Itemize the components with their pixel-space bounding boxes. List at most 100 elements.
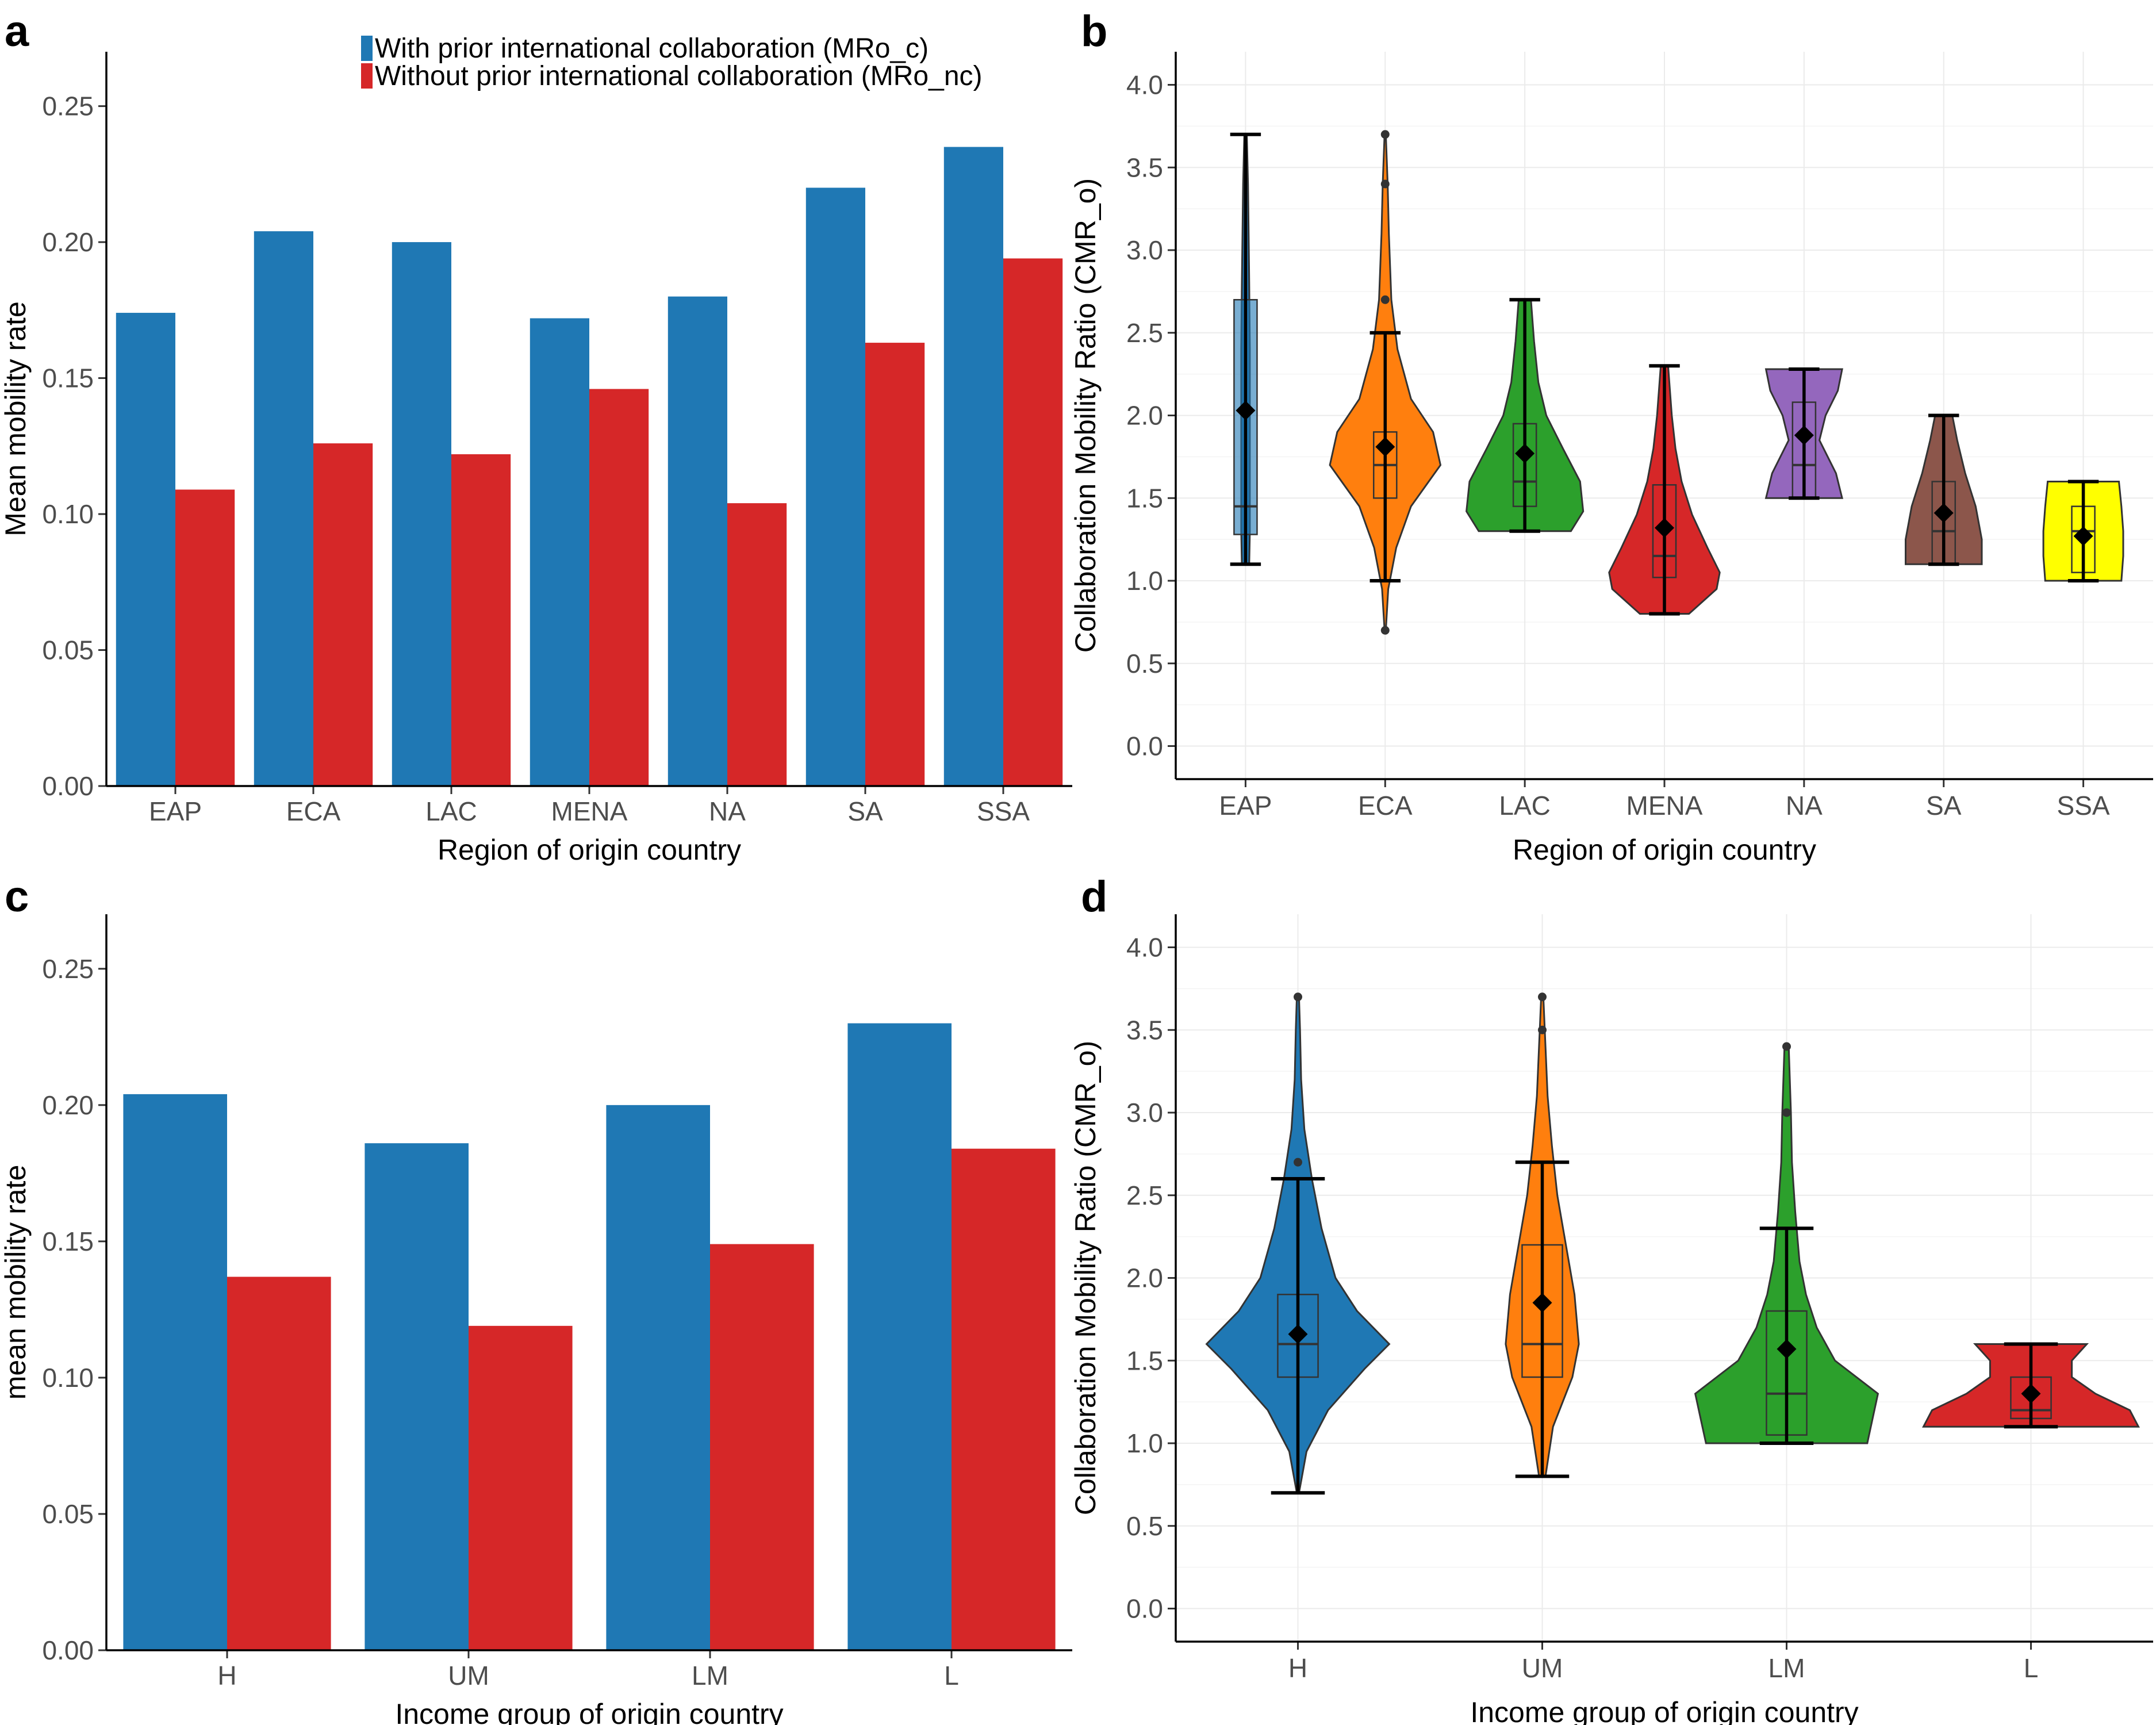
mean-marker	[2021, 1383, 2041, 1404]
violin-SSA	[2042, 480, 2124, 582]
y-tick-label: 2.5	[1126, 318, 1163, 348]
y-axis-title: Collaboration Mobility Ratio (CMR_o)	[1069, 1041, 1102, 1515]
outlier-point	[1380, 130, 1390, 139]
y-tick-label: 1.0	[1126, 1428, 1163, 1458]
y-tick-label: 1.5	[1126, 1346, 1163, 1375]
legend-label: With prior international collaboration (…	[375, 33, 929, 64]
bar-UM-with-collab	[365, 1143, 469, 1650]
violin-EAP	[1230, 132, 1261, 566]
x-tick-label: L	[944, 1661, 959, 1690]
outlier-point	[1294, 992, 1302, 1002]
bar-MENA-with-collab	[530, 318, 589, 786]
violin-UM	[1505, 992, 1580, 1478]
y-tick-label: 1.5	[1126, 483, 1163, 513]
mean-marker	[1236, 400, 1256, 420]
legend-key	[361, 63, 373, 89]
violin-panel-b: b 0.0 0.5 1.0 1.5 2.0 2.5 3.0 3.5 4.0 EAP ECA LAC MEN…	[1069, 7, 2153, 866]
x-tick-label: SA	[847, 796, 883, 826]
x-tick-label: L	[2024, 1653, 2039, 1683]
x-tick-label: NA	[709, 796, 746, 826]
panel-label: a	[5, 7, 29, 56]
outlier-point	[1380, 626, 1390, 635]
y-tick-label: 0.25	[42, 954, 94, 984]
y-tick-label: 3.5	[1126, 152, 1163, 182]
y-tick-label: 2.0	[1126, 1263, 1163, 1293]
outlier-point	[1380, 179, 1390, 189]
y-tick-label: 4.0	[1126, 933, 1163, 963]
x-axis-title: Income group of origin country	[395, 1698, 783, 1725]
x-tick-label: EAP	[1219, 791, 1272, 821]
x-tick-label: ECA	[1358, 791, 1413, 821]
bar-panel-c: c 0.00 0.05 0.10 0.15 0.20 0.25 H UM LM L Income gr…	[0, 872, 1072, 1725]
y-tick-label: 3.0	[1126, 235, 1163, 265]
violin-ECA	[1329, 130, 1442, 635]
mean-marker	[1794, 425, 1814, 445]
bar-EAP-without-collab	[175, 489, 235, 786]
bar-ECA-with-collab	[254, 231, 313, 787]
x-tick-label: H	[217, 1661, 236, 1690]
mean-marker	[1515, 443, 1535, 463]
bar-NA-without-collab	[727, 503, 787, 786]
bar-H-with-collab	[123, 1094, 227, 1650]
y-tick-label: 0.15	[42, 1226, 94, 1256]
x-axis-title: Region of origin country	[438, 834, 741, 866]
x-tick-label: LAC	[425, 796, 477, 826]
y-tick-label: 0.10	[42, 499, 94, 529]
y-tick-label: 0.20	[42, 227, 94, 257]
y-tick-label: 0.0	[1126, 1594, 1163, 1624]
outlier-point	[1380, 295, 1390, 304]
violin-LM	[1694, 1042, 1879, 1445]
bar-LM-with-collab	[606, 1105, 710, 1650]
panel-label: c	[5, 872, 29, 921]
bar-SSA-with-collab	[943, 147, 1003, 787]
mean-marker	[1375, 437, 1395, 457]
x-tick-label: LM	[1768, 1653, 1805, 1683]
y-axis-title: Mean mobility rate	[0, 301, 32, 536]
y-axis-title: Collaboration Mobility Ratio (CMR_o)	[1069, 178, 1102, 653]
y-tick-label: 0.20	[42, 1090, 94, 1120]
y-tick-label: 3.0	[1126, 1098, 1163, 1128]
violin-panel-d: d 0.0 0.5 1.0 1.5 2.0 2.5 3.0 3.5 4.0 H UM LM L Income…	[1069, 872, 2153, 1725]
y-tick-label: 0.10	[42, 1363, 94, 1393]
bar-UM-without-collab	[469, 1325, 573, 1650]
y-tick-label: 3.5	[1126, 1015, 1163, 1045]
violin-NA	[1764, 367, 1844, 500]
bar-SA-with-collab	[805, 187, 865, 787]
bar-ECA-without-collab	[313, 443, 373, 786]
violin-H	[1205, 992, 1391, 1495]
y-tick-label: 4.0	[1126, 70, 1163, 100]
y-tick-label: 1.0	[1126, 566, 1163, 596]
x-tick-label: UM	[448, 1661, 489, 1690]
mean-marker	[1288, 1324, 1308, 1344]
mean-marker	[1777, 1339, 1797, 1359]
x-axis-title: Income group of origin country	[1470, 1696, 1858, 1725]
legend-label: Without prior international collaboratio…	[375, 61, 983, 91]
y-tick-label: 0.15	[42, 363, 94, 393]
bar-SA-without-collab	[865, 343, 925, 786]
bar-panel-a: a 0.00 0.05 0.10 0.15 0.20 0.25 EAP ECA LAC MENA NA…	[0, 7, 1072, 866]
violin-L	[1922, 1342, 2140, 1429]
bar-EAP-with-collab	[116, 313, 175, 786]
bar-MENA-without-collab	[589, 389, 649, 786]
x-tick-label: NA	[1786, 791, 1823, 821]
x-tick-label: ECA	[286, 796, 341, 826]
bar-SSA-without-collab	[1003, 258, 1063, 786]
x-axis-title: Region of origin country	[1513, 834, 1816, 866]
y-tick-label: 0.05	[42, 635, 94, 665]
y-tick-label: 0.5	[1126, 1511, 1163, 1541]
bar-LAC-without-collab	[451, 454, 511, 786]
outlier-point	[1294, 1157, 1302, 1167]
y-tick-label: 0.00	[42, 1635, 94, 1665]
outlier-point	[1782, 1042, 1791, 1051]
x-tick-label: SA	[1926, 791, 1962, 821]
x-tick-label: UM	[1522, 1653, 1563, 1683]
y-tick-label: 2.5	[1126, 1180, 1163, 1210]
y-tick-label: 0.05	[42, 1499, 94, 1529]
bar-H-without-collab	[227, 1276, 331, 1650]
bar-LAC-with-collab	[392, 242, 451, 786]
mean-marker	[1655, 518, 1674, 538]
outlier-point	[1782, 1108, 1791, 1117]
bar-LM-without-collab	[710, 1244, 814, 1650]
x-tick-label: MENA	[1626, 791, 1703, 821]
